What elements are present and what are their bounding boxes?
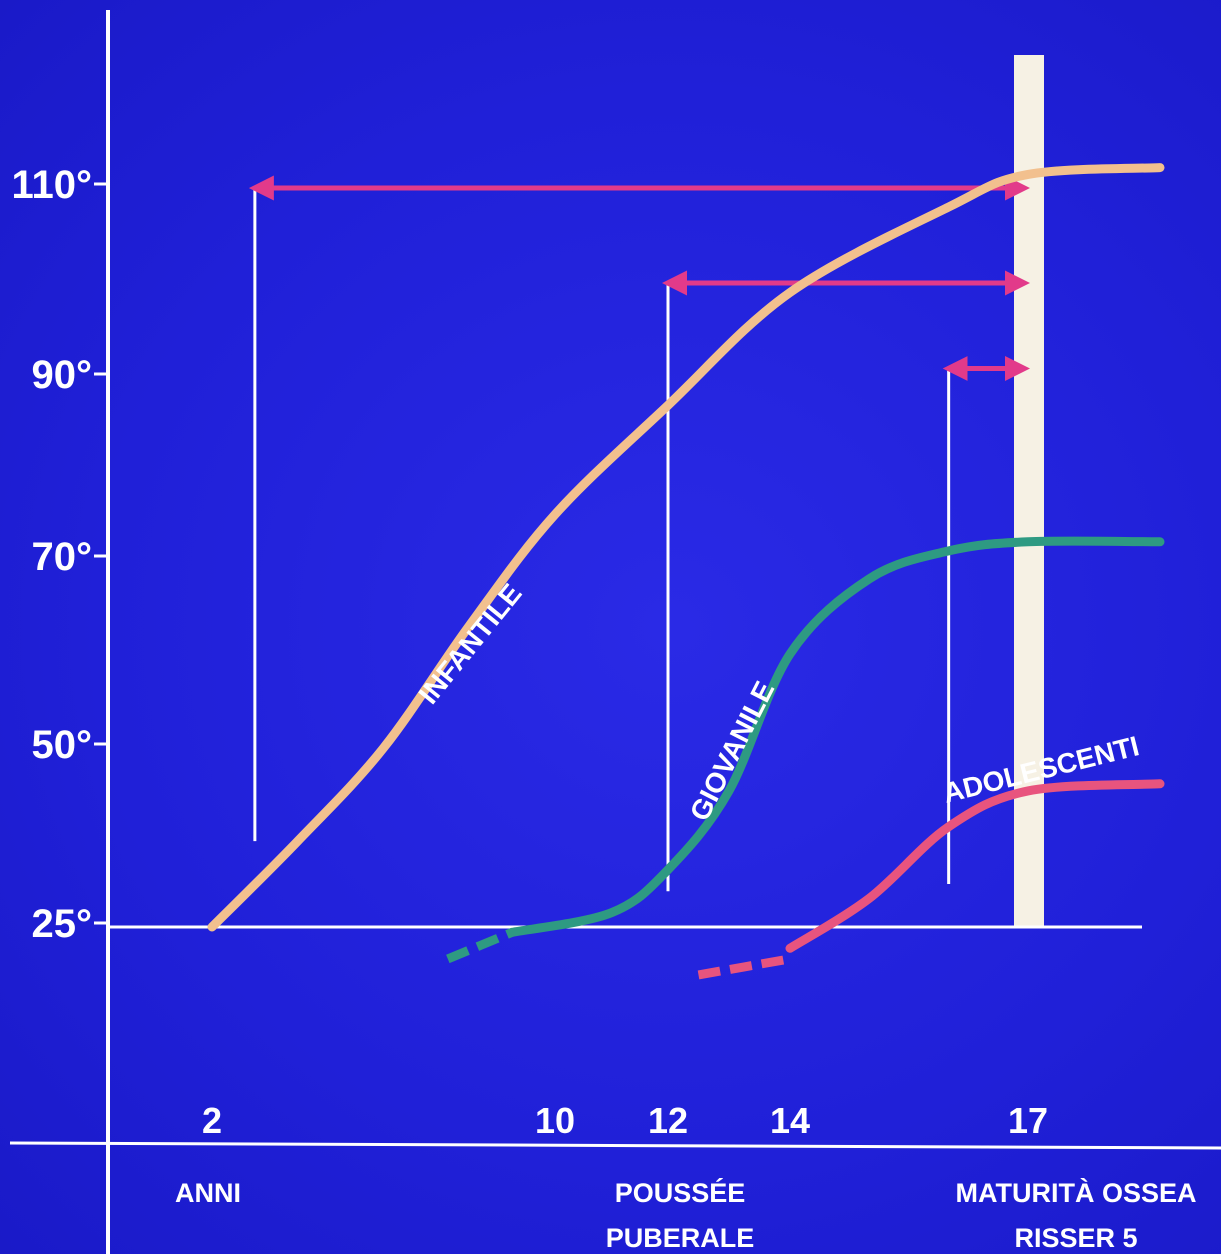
x-tick-label: 10 — [535, 1100, 575, 1141]
series-label-giovanile: GIOVANILE — [684, 676, 781, 825]
y-tick-label: 70° — [32, 535, 93, 579]
series-label-infantile: INFANTILE — [413, 578, 528, 710]
x-tick-label: 14 — [770, 1100, 810, 1141]
series-line-adolescenti — [785, 779, 1165, 953]
x-axis — [9, 1141, 1221, 1150]
series-dashed-giovanile — [446, 928, 514, 964]
x-category-label: PUBERALE — [606, 1223, 755, 1253]
x-tick-label: 12 — [648, 1100, 688, 1141]
x-category-label: RISSER 5 — [1014, 1223, 1137, 1253]
x-category-label: MATURITÀ OSSEA — [956, 1177, 1197, 1208]
series-line-infantile — [207, 163, 1165, 932]
series-dashed-adolescenti — [697, 954, 791, 980]
series-line-giovanile — [507, 536, 1165, 937]
y-tick-label: 50° — [32, 723, 93, 767]
x-tick-label: 17 — [1008, 1100, 1048, 1141]
y-tick-label: 25° — [32, 902, 93, 946]
y-tick-label: 110° — [11, 163, 92, 207]
x-category-label: ANNI — [175, 1178, 241, 1208]
x-category-label: POUSSÉE — [615, 1177, 746, 1208]
y-tick-label: 90° — [32, 353, 93, 397]
x-tick-label: 2 — [202, 1100, 222, 1141]
